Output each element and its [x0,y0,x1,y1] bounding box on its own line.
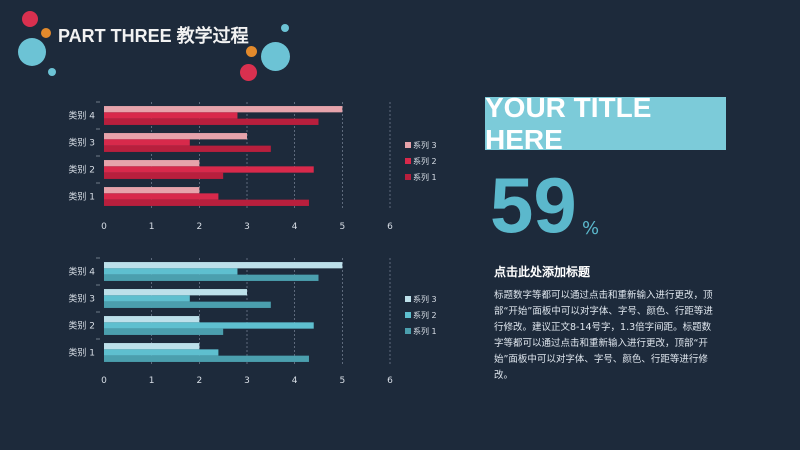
tick-label: 3 [244,376,250,386]
legend-swatch [405,174,411,180]
legend-swatch [405,328,411,334]
bar [104,289,247,296]
decor-circle [41,28,51,38]
decor-circle [261,42,290,71]
tick-label: 2 [196,376,202,386]
bar [104,268,238,275]
decor-circle [281,24,289,32]
bar [104,139,190,146]
bar [104,316,200,323]
percent-sign: % [582,218,600,239]
bar [104,106,343,113]
bar [104,118,319,125]
big-number: 59 [490,161,577,249]
legend-swatch [405,296,411,302]
legend-swatch [405,158,411,164]
tick-label: 2 [196,222,202,232]
category-label: 类别 2 [68,320,95,332]
legend-label: 系列 3 [413,294,437,304]
decor-circle [22,11,38,27]
tick-label: 1 [149,376,155,386]
legend-label: 系列 1 [413,172,437,182]
bar [104,328,224,335]
tick-label: 4 [292,222,298,232]
bar [104,172,224,179]
decor-circle [246,46,257,57]
bar [104,112,238,119]
category-label: 类别 4 [68,110,95,122]
category-label: 类别 3 [68,137,95,149]
category-label: 类别 1 [68,191,95,203]
bar [104,166,314,173]
tick-label: 6 [387,222,393,232]
legend-label: 系列 2 [413,156,437,166]
subtitle: 点击此处添加标题 [494,265,591,279]
bar [104,322,314,329]
decor-circle [18,38,46,66]
bar [104,262,343,269]
bar [104,187,200,194]
tick-label: 0 [101,376,107,386]
tick-label: 1 [149,222,155,232]
tick-label: 4 [292,376,298,386]
category-label: 类别 4 [68,266,95,278]
legend-label: 系列 1 [413,326,437,336]
bar [104,301,271,308]
tick-label: 0 [101,222,107,232]
bar [104,133,247,140]
legend-swatch [405,312,411,318]
tick-label: 6 [387,376,393,386]
bar [104,274,319,281]
page-title: PART THREE 教学过程 [58,26,249,46]
tick-label: 3 [244,222,250,232]
tick-label: 5 [339,222,345,232]
bar [104,343,200,350]
decor-circle [48,68,56,76]
bar [104,145,271,152]
bar [104,193,219,200]
category-label: 类别 2 [68,164,95,176]
bar [104,355,309,362]
bar [104,199,309,206]
tick-label: 5 [339,376,345,386]
bar [104,160,200,167]
legend-label: 系列 3 [413,140,437,150]
legend-swatch [405,142,411,148]
title-box: YOUR TITLE HERE [485,92,726,155]
category-label: 类别 3 [68,293,95,305]
legend-label: 系列 2 [413,310,437,320]
bar [104,349,219,356]
bar [104,295,190,302]
decor-circle [240,64,257,81]
body-text: 标题数字等都可以通过点击和重新输入进行更改，顶部“开始”面板中可以对字体、字号、… [494,290,713,381]
category-label: 类别 1 [68,347,95,359]
